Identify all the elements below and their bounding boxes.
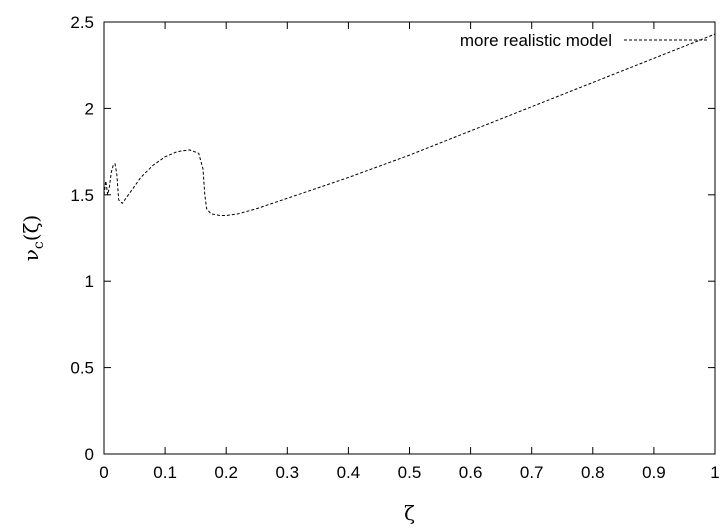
x-axis-label: ζ (404, 501, 415, 525)
x-tick-label: 0.5 (398, 463, 422, 482)
series-line (103, 33, 716, 216)
y-axis-ticks: 0 0.5 1 1.5 2 2.5 (70, 13, 715, 464)
x-tick-label: 0.6 (459, 463, 483, 482)
x-tick-label: 0.4 (337, 463, 361, 482)
series-group (103, 33, 716, 216)
x-tick-label: 0 (99, 463, 108, 482)
y-tick-label: 2.5 (70, 13, 94, 32)
y-tick-label: 1.5 (70, 186, 94, 205)
y-tick-label: 2 (85, 99, 94, 118)
legend: more realistic model (460, 31, 707, 50)
plot-frame (103, 21, 716, 455)
x-tick-label: 1 (710, 463, 719, 482)
legend-label: more realistic model (460, 31, 612, 50)
x-tick-label: 0.3 (275, 463, 299, 482)
x-tick-label: 0.8 (581, 463, 605, 482)
y-tick-label: 0.5 (70, 359, 94, 378)
x-tick-label: 0.9 (642, 463, 666, 482)
y-tick-label: 1 (85, 272, 94, 291)
y-tick-label: 0 (85, 445, 94, 464)
x-axis-ticks: 0 0.1 0.2 0.3 0.4 0.5 0.6 0.7 0.8 0.9 1 (99, 22, 720, 482)
x-tick-label: 0.2 (214, 463, 238, 482)
x-tick-label: 0.1 (153, 463, 177, 482)
y-axis-label: νc(ζ) (19, 215, 47, 261)
x-tick-label: 0.7 (520, 463, 544, 482)
